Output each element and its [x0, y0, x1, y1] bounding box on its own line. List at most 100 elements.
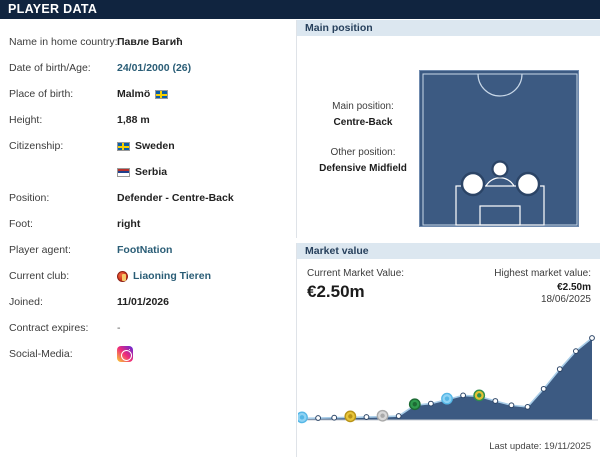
player-data-row-text: - — [117, 322, 121, 334]
player-data-row: Contract expires: - — [0, 315, 291, 341]
player-data-row-text: 24/01/2000 (26) — [117, 62, 192, 74]
pitch-diagram — [419, 70, 579, 227]
player-data-row-value[interactable]: 24/01/2000 (26) — [117, 62, 191, 74]
chart-data-point[interactable] — [315, 415, 322, 421]
page-header: PLAYER DATA — [0, 0, 600, 19]
main-position-panel: Main position Main position: Centre-Back… — [296, 20, 600, 238]
instagram-icon[interactable] — [117, 346, 133, 362]
player-data-row-text: right — [117, 218, 141, 230]
player-data-row: Name in home country: Павле Вагић — [0, 29, 291, 55]
player-data-row-value: Defender - Centre-Back — [117, 192, 234, 204]
chart-data-point[interactable] — [556, 366, 563, 373]
player-data-row-label: Contract expires: — [9, 322, 89, 334]
market-value-panel: Market value Current Market Value: €2.50… — [296, 243, 600, 457]
right-column: Main position Main position: Centre-Back… — [296, 19, 600, 457]
sweden-flag-icon — [117, 141, 130, 151]
pitch-svg — [422, 73, 578, 226]
player-data-row-text: Malmö — [117, 88, 151, 100]
market-value-chart-svg[interactable] — [296, 332, 598, 428]
player-data-row-text: FootNation — [117, 244, 173, 256]
chart-data-point[interactable] — [540, 385, 547, 392]
player-data-row-label: Position: — [9, 192, 50, 204]
player-data-row: Date of birth/Age: 24/01/2000 (26) — [0, 55, 291, 81]
player-data-row-label: Name in home country: — [9, 36, 118, 48]
chart-data-point[interactable] — [572, 348, 579, 355]
player-data-row: Position: Defender - Centre-Back — [0, 185, 291, 211]
player-data-row-value: Павле Вагић — [117, 36, 183, 48]
chart-data-point[interactable] — [589, 335, 595, 341]
main-position-value: Centre-Back — [333, 117, 393, 128]
player-data-row-label: Height: — [9, 114, 43, 126]
current-market-value-amount[interactable]: €2.50m — [307, 282, 365, 301]
player-data-row-label: Player agent: — [9, 244, 71, 256]
player-data-row: Height: 1,88 m — [0, 107, 291, 133]
player-data-row-value: right — [117, 218, 140, 230]
chart-data-point[interactable] — [492, 398, 499, 404]
current-market-value-block: Current Market Value: €2.50m — [307, 268, 404, 302]
player-data-row-value: Malmö — [117, 88, 169, 100]
serbia-flag-icon — [117, 167, 130, 177]
player-data-row-text: 11/01/2026 — [117, 296, 169, 308]
chart-data-point[interactable] — [395, 413, 402, 419]
chart-club-badge-icon[interactable] — [376, 409, 389, 422]
chart-data-point[interactable] — [331, 414, 338, 421]
position-marker-centre-back-right — [515, 171, 541, 197]
player-data-row: Serbia — [0, 159, 291, 185]
sweden-flag-icon — [155, 89, 169, 99]
chart-data-point[interactable] — [460, 392, 467, 399]
chart-data-point[interactable] — [508, 402, 515, 409]
chart-data-point[interactable] — [363, 414, 370, 420]
chart-area-fill — [302, 338, 592, 420]
position-marker-defensive-midfield — [491, 160, 509, 178]
main-position-panel-title: Main position — [297, 20, 600, 37]
player-data-list: Name in home country: Павле Вагић Date of … — [0, 19, 291, 457]
chart-data-point[interactable] — [427, 400, 434, 407]
chart-club-badge-icon[interactable] — [296, 411, 308, 424]
club-badge-icon — [117, 270, 128, 282]
chart-club-badge-icon[interactable] — [441, 392, 453, 405]
player-data-row-value: - — [117, 322, 121, 334]
page-title: PLAYER DATA — [8, 2, 98, 16]
other-position-label: Other position: — [330, 147, 396, 158]
highest-market-value-date: 18/06/2025 — [540, 294, 591, 305]
player-data-row-label: Joined: — [9, 296, 43, 308]
other-position-value: Defensive Midfield — [319, 163, 407, 174]
player-data-row-label: Current club: — [9, 270, 70, 282]
market-value-body: Current Market Value: €2.50m Highest mar… — [296, 260, 600, 456]
market-value-panel-title: Market value — [297, 243, 600, 260]
player-data-row: Social-Media: — [0, 341, 291, 367]
player-data-row-value: 1,88 m — [117, 114, 150, 126]
player-data-row-value[interactable]: Liaoning Tieren — [117, 270, 211, 282]
player-data-row: Citizenship: Sweden — [0, 133, 291, 159]
player-data-row: Current club: Liaoning Tieren — [0, 263, 291, 289]
highest-market-value-label: Highest market value: — [494, 268, 591, 279]
player-data-row-value: 11/01/2026 — [117, 296, 169, 308]
highest-market-value-amount: €2.50m — [557, 282, 591, 293]
chart-club-badge-icon[interactable] — [473, 389, 486, 402]
player-data-row-text: Павле Вагић — [117, 36, 183, 48]
player-data-row-value — [117, 346, 133, 362]
market-value-chart[interactable] — [296, 332, 598, 428]
current-market-value-label: Current Market Value: — [307, 268, 405, 279]
highest-market-value-block: Highest market value: €2.50m 18/06/2025 — [494, 268, 591, 305]
player-data-row-value: Sweden — [117, 140, 175, 152]
player-data-row-text: Defender - Centre-Back — [117, 192, 234, 204]
player-data-row-label: Citizenship: — [9, 140, 64, 152]
player-data-row-text: 1,88 m — [117, 114, 150, 126]
player-data-row-label: Place of birth: — [9, 88, 74, 100]
chart-club-badge-icon[interactable] — [344, 410, 357, 423]
player-data-row-label: Foot: — [9, 218, 33, 230]
player-data-row-value: Serbia — [117, 166, 167, 178]
main-position-body: Main position: Centre-Back Other positio… — [297, 37, 600, 237]
player-data-row-value[interactable]: FootNation — [117, 244, 172, 256]
chart-club-badge-icon[interactable] — [408, 398, 421, 411]
player-data-row-text: Serbia — [135, 166, 168, 178]
position-text-block: Main position: Centre-Back Other positio… — [303, 99, 423, 177]
player-data-row-text: Liaoning Tieren — [133, 270, 211, 282]
position-marker-centre-back-left — [460, 171, 486, 197]
player-data-row: Foot: right — [0, 211, 291, 237]
main-position-label: Main position: — [332, 101, 394, 112]
chart-data-point[interactable] — [524, 403, 531, 410]
player-data-row-label: Date of birth/Age: — [9, 62, 91, 74]
